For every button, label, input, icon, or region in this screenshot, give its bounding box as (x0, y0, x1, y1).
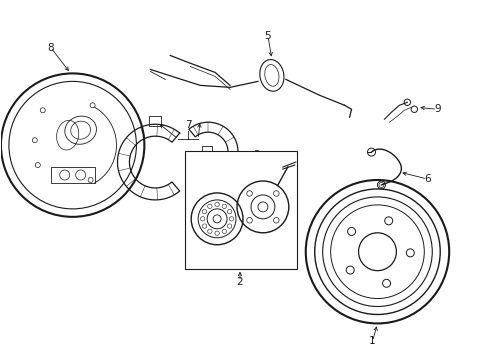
Bar (149, 116, 161, 126)
Text: 2: 2 (236, 277, 243, 287)
Bar (185, 151, 296, 269)
Text: 4: 4 (194, 244, 200, 254)
Text: 1: 1 (368, 336, 375, 346)
Bar (202, 146, 212, 158)
Text: 8: 8 (47, 42, 54, 52)
Text: 7: 7 (184, 120, 191, 130)
Ellipse shape (259, 60, 284, 91)
Text: 9: 9 (433, 104, 439, 114)
Text: 3: 3 (253, 150, 260, 160)
Text: 5: 5 (264, 31, 271, 41)
Text: 6: 6 (423, 174, 430, 184)
Bar (51, 167, 94, 183)
